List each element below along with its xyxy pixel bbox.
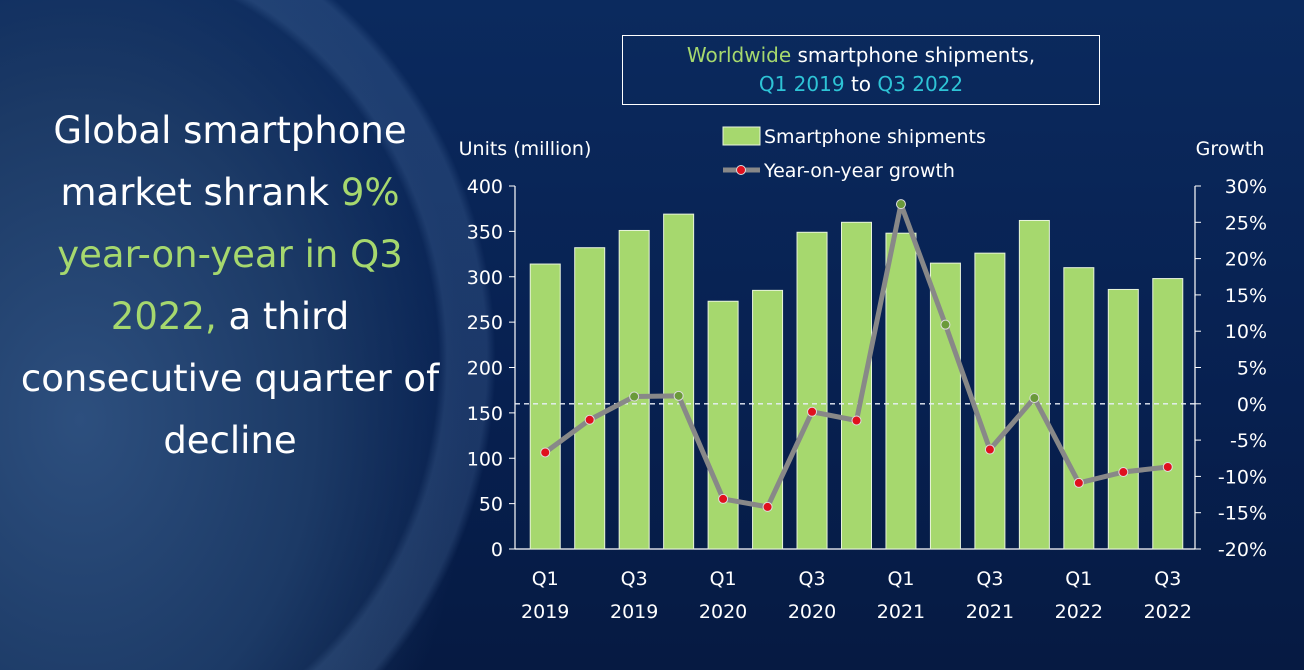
growth-marker-q2-2019 [584,414,595,425]
title-start: Q1 2019 [758,72,845,96]
headline: Global smartphone market shrank 9% year-… [20,100,440,472]
left-tick-label: 350 [467,221,503,243]
x-label-quarter: Q3 [799,568,826,590]
growth-marker-q3-2019 [629,391,640,402]
x-label-quarter: Q1 [532,568,559,590]
x-label-year: 2019 [610,601,658,623]
x-label-quarter: Q3 [621,568,648,590]
bar-q2-2019 [574,247,606,550]
bar-q3-2020 [796,231,828,550]
growth-marker-q3-2020 [807,406,818,417]
right-axis-label: Growth [1196,138,1265,160]
right-tick-label: -10% [1218,466,1267,488]
x-label-year: 2022 [1144,601,1192,623]
growth-marker-q1-2022 [1073,477,1084,488]
left-tick-label: 250 [467,312,503,334]
right-tick-label: -20% [1218,539,1267,561]
bar-q1-2022 [1063,267,1095,550]
legend-line-label: Year-on-year growth [763,160,955,182]
right-tick-label: -15% [1218,503,1267,525]
x-label-quarter: Q3 [1154,568,1181,590]
x-label-quarter: Q1 [887,568,914,590]
left-tick-label: 150 [467,403,503,425]
x-label-year: 2021 [877,601,925,623]
chart-title: Worldwide smartphone shipments, Q1 2019 … [622,35,1100,105]
x-label-quarter: Q1 [1065,568,1092,590]
growth-marker-q1-2019 [540,447,551,458]
title-end: Q3 2022 [877,72,964,96]
legend-bar-label: Smartphone shipments [764,126,986,148]
growth-marker-q1-2021 [895,199,906,210]
right-tick-label: 30% [1225,176,1267,198]
bar-q4-2019 [663,213,695,550]
growth-marker-q4-2019 [673,390,684,401]
growth-marker-q4-2020 [851,415,862,426]
x-label-year: 2020 [788,601,836,623]
left-tick-label: 0 [491,539,503,561]
headline-rest: a third consecutive quarter of decline [20,295,440,462]
bar-q4-2021 [1018,219,1050,550]
left-tick-label: 400 [467,176,503,198]
legend-line-marker [736,165,746,175]
bar-q2-2022 [1107,288,1139,550]
right-tick-label: 25% [1225,212,1267,234]
right-tick-label: 20% [1225,249,1267,271]
growth-marker-q3-2021 [984,444,995,455]
bar-q4-2020 [841,221,872,550]
x-label-quarter: Q1 [710,568,737,590]
x-label-year: 2022 [1055,601,1103,623]
growth-marker-q2-2020 [762,501,773,512]
title-worldwide: Worldwide [686,43,792,67]
right-tick-label: 0% [1237,394,1267,416]
bar-q2-2021 [929,262,961,550]
left-axis-label: Units (million) [459,138,592,160]
x-label-year: 2021 [966,601,1014,623]
x-label-year: 2019 [521,601,569,623]
right-tick-label: -5% [1230,430,1267,452]
title-to: to [844,72,878,96]
bar-q3-2021 [974,252,1006,550]
bar-q3-2019 [618,229,650,550]
right-tick-label: 10% [1225,321,1267,343]
x-label-quarter: Q3 [976,568,1003,590]
left-tick-label: 200 [467,358,503,380]
growth-marker-q1-2020 [718,493,729,504]
headline-line1: Global smartphone market shrank [53,109,407,214]
left-tick-label: 50 [479,494,503,516]
title-text: smartphone shipments, [791,43,1036,67]
bar-q1-2020 [707,300,739,550]
left-tick-label: 300 [467,267,503,289]
bar-q1-2019 [529,263,561,550]
left-tick-label: 100 [467,448,503,470]
growth-marker-q3-2022 [1162,461,1173,472]
growth-marker-q2-2021 [940,319,951,330]
right-tick-label: 5% [1237,358,1267,380]
growth-marker-q2-2022 [1118,467,1129,478]
x-label-year: 2020 [699,601,747,623]
growth-marker-q4-2021 [1029,392,1040,403]
right-tick-label: 15% [1225,285,1267,307]
headline-highlight: 9% year-on-year in Q3 2022, [57,171,403,338]
bar-q1-2021 [885,232,917,550]
bar-q3-2022 [1152,278,1184,550]
legend-bar-swatch [722,126,761,146]
